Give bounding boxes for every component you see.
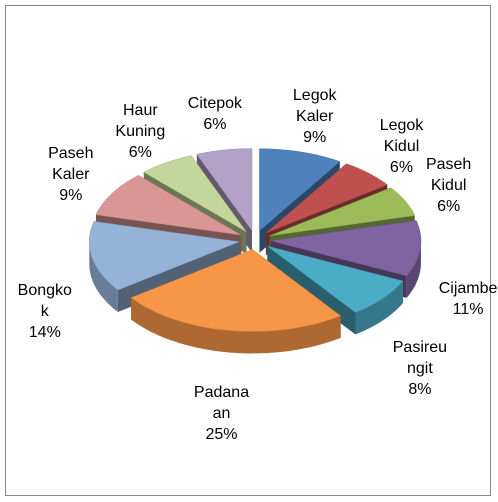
label-box: Paseh Kidul 6% (404, 135, 494, 235)
slice-wall (406, 240, 421, 298)
slice-wall (355, 281, 404, 335)
percent-label: 6% (389, 158, 414, 176)
label-box: Citepok 6% (170, 64, 260, 164)
data-label: Paseh Kidul 6% (404, 135, 494, 235)
data-label: Pasireungit 8% (375, 319, 465, 419)
label-box: Padanaan 25% (177, 364, 267, 464)
category-label: Pasireungit (392, 339, 447, 378)
slice (267, 245, 404, 335)
slice-wall (131, 297, 341, 354)
category-label: Paseh Kaler (48, 145, 94, 184)
percent-label: 25% (205, 426, 238, 444)
label-box: Haur Kuning 6% (95, 82, 185, 182)
label-box: Cijambe 11% (423, 249, 498, 349)
label-box: Legok Kaler 9% (270, 67, 360, 167)
slice-top (265, 163, 388, 234)
slice-top (259, 148, 341, 232)
label-box: Bongkok 14% (0, 261, 90, 361)
slice-top (267, 245, 404, 313)
label-box: Pasireungit 8% (375, 319, 465, 419)
label-box: Legok Kidul 6% (356, 96, 446, 196)
percent-label: 8% (408, 381, 432, 399)
percent-label: 9% (303, 129, 327, 147)
slice-top (196, 148, 253, 232)
category-label: Legok Kidul (379, 116, 424, 155)
slice-top (269, 187, 416, 237)
percent-label: 6% (128, 144, 152, 161)
category-label: Bongkok (17, 281, 72, 320)
category-label: Citepok (187, 94, 243, 112)
slice-top (89, 221, 241, 291)
category-label: Padanaan (193, 384, 250, 423)
data-label: Bongkok 14% (0, 261, 90, 361)
slice-top (270, 220, 422, 277)
label-box: Paseh Kaler 9% (26, 125, 116, 225)
slice (130, 249, 342, 354)
data-label: Paseh Kaler 9% (26, 125, 116, 225)
data-label: Legok Kaler 9% (270, 67, 360, 167)
percent-label: 6% (437, 197, 461, 215)
category-label: Cijambe (438, 280, 498, 298)
data-label: Cijambe 11% (423, 249, 498, 349)
category-label: Legok Kaler (292, 87, 337, 126)
slice-top (143, 155, 247, 233)
data-label: Haur Kuning 6% (95, 82, 185, 182)
category-label: Paseh Kidul (425, 155, 472, 194)
percent-label: 14% (28, 323, 61, 341)
percent-label: 11% (452, 301, 484, 319)
percent-label: 6% (203, 115, 227, 133)
data-label: Padanaan 25% (177, 364, 267, 464)
category-label: Haur Kuning (115, 102, 166, 140)
percent-label: 9% (59, 187, 83, 205)
data-label: Legok Kidul 6% (356, 96, 446, 196)
slice-top (130, 249, 342, 332)
data-label: Citepok 6% (170, 64, 260, 164)
slice-top (95, 175, 242, 236)
